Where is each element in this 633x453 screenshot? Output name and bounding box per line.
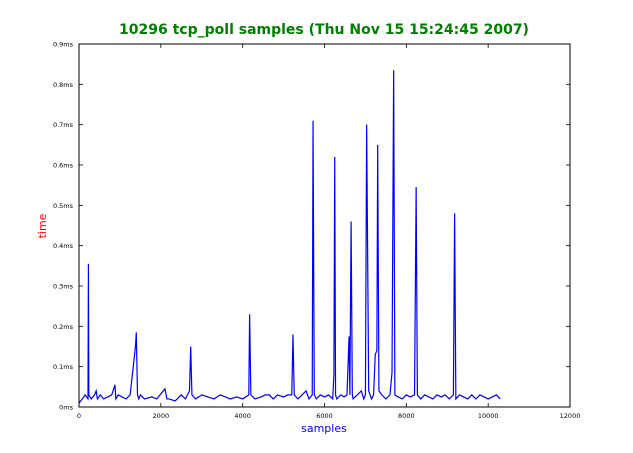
plot-area: 0 2000 4000 6000 8000 10000 12000 0ms 0.1ms 0.2m… (53, 41, 580, 421)
y-tick-label: 0.3ms (53, 283, 74, 291)
x-tick-label: 4000 (234, 412, 251, 420)
x-tick-label: 10000 (478, 412, 499, 420)
y-tick-label: 0.7ms (53, 121, 74, 129)
y-tick-label: 0.8ms (53, 81, 74, 89)
chart-title: 10296 tcp_poll samples (Thu Nov 15 15:24… (119, 22, 529, 38)
y-tick-label: 0.2ms (53, 323, 74, 331)
y-tick-label: 0.4ms (53, 242, 74, 250)
y-tick-label: 0.6ms (53, 162, 74, 170)
x-tick-label: 2000 (153, 412, 170, 420)
series-line (78, 70, 501, 404)
y-axis-ticks: 0ms 0.1ms 0.2ms 0.3ms 0.4ms 0.5ms 0.6ms 0.7ms 0.… (53, 41, 570, 412)
y-tick-label: 0ms (59, 404, 73, 412)
x-tick-label: 6000 (316, 412, 333, 420)
y-tick-label: 0.9ms (53, 41, 74, 49)
y-tick-label: 0.1ms (53, 363, 74, 371)
y-axis-label: time (36, 213, 49, 238)
x-axis-ticks: 0 2000 4000 6000 8000 10000 12000 (77, 44, 580, 420)
y-tick-label: 0.5ms (53, 202, 74, 210)
x-tick-label: 12000 (560, 412, 581, 420)
x-axis-label: samples (301, 422, 347, 435)
x-tick-label: 0 (77, 412, 81, 420)
x-tick-label: 8000 (398, 412, 415, 420)
